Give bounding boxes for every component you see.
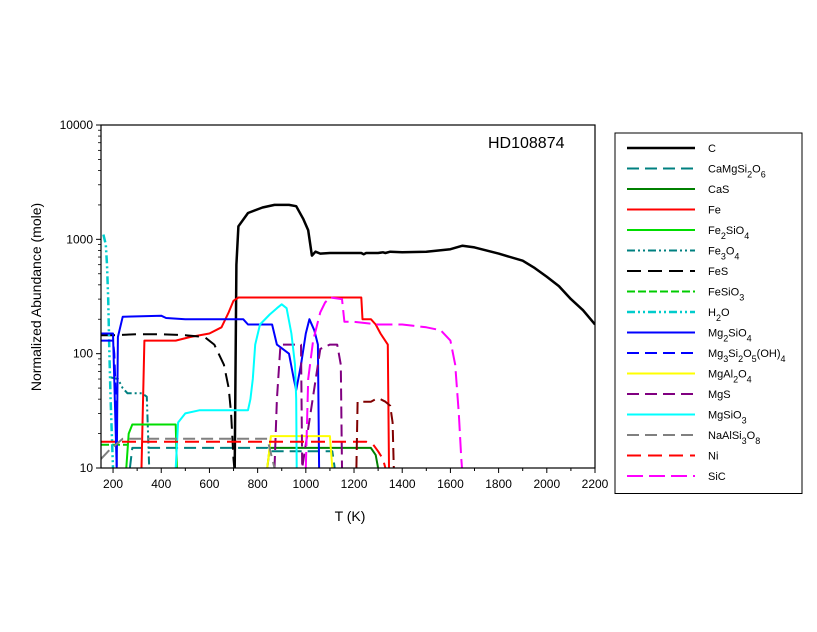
- legend-label: CaMgSi2O6: [708, 164, 766, 180]
- series-line-c: [233, 203, 595, 468]
- y-tick-label: 1000: [66, 232, 93, 246]
- x-tick-label: 1600: [437, 477, 464, 491]
- series-line-h2o: [102, 234, 115, 468]
- legend-label: MgAl2O4: [708, 369, 752, 385]
- legend-label: C: [708, 143, 716, 155]
- series-line-naalsi3o8: [101, 437, 276, 468]
- x-tick-label: 1800: [485, 477, 512, 491]
- x-tick-label: 800: [248, 477, 268, 491]
- legend-label: Fe2SiO4: [708, 225, 749, 241]
- legend-label: CaS: [708, 184, 729, 196]
- legend-label: Fe3O4: [708, 246, 739, 262]
- series-line-ni: [101, 440, 387, 468]
- series-line-camgsi2o6: [128, 446, 336, 468]
- chart-annotation: HD108874: [488, 135, 565, 152]
- legend-label: H2O: [708, 307, 730, 323]
- series-line-fes: [101, 333, 236, 468]
- x-tick-label: 1200: [341, 477, 368, 491]
- series-line-fes-2nd-phase-: [355, 398, 395, 468]
- series-line-mg3si2o5-oh-4: [101, 339, 118, 468]
- series-line-mgal2o4: [266, 435, 334, 468]
- axis-layer: 200 400 600 800 1000 1200 1400 1600 1800 2000 2200…: [60, 118, 609, 491]
- x-tick-label: 400: [151, 477, 171, 491]
- legend-label: Mg3Si2O5(OH)4: [708, 348, 786, 364]
- series-layer: [101, 203, 595, 468]
- series-line-mgsio3: [174, 303, 298, 468]
- series-line-mgs: [273, 343, 343, 468]
- legend-label: Ni: [708, 451, 718, 463]
- x-tick-label: 600: [199, 477, 219, 491]
- x-axis-title: T (K): [335, 508, 366, 524]
- series-line-cas: [266, 446, 380, 468]
- x-tick-label: 2200: [582, 477, 609, 491]
- legend-label: FeS: [708, 266, 728, 278]
- series-line-fe2sio4: [125, 423, 178, 468]
- legend-label: Mg2SiO4: [708, 328, 752, 344]
- x-tick-label: 1400: [389, 477, 416, 491]
- y-tick-label: 10000: [60, 118, 94, 132]
- x-tick-label: 1000: [292, 477, 319, 491]
- plot-frame: [100, 124, 596, 469]
- legend-label: SiC: [708, 471, 726, 483]
- series-line-sic: [304, 296, 463, 468]
- legend-label: FeSiO3: [708, 287, 744, 303]
- series-line-fe: [140, 296, 390, 468]
- y-axis-title: Normalized Abundance (mole): [28, 203, 44, 391]
- legend-box: [614, 132, 803, 494]
- y-tick-label: 10: [80, 461, 94, 475]
- x-tick-label: 2000: [533, 477, 560, 491]
- legend-label: NaAlSi3O8: [708, 430, 760, 446]
- x-tick-label: 200: [103, 477, 123, 491]
- legend-label: Fe: [708, 205, 721, 217]
- legend: C CaMgSi2O6 CaS Fe Fe2SiO4 Fe3O4 FeS FeSiO3 H2O M…: [614, 132, 803, 494]
- legend-label: MgS: [708, 389, 731, 401]
- series-line-mg2sio4: [101, 314, 321, 468]
- legend-label: MgSiO3: [708, 410, 747, 426]
- y-tick-label: 100: [73, 347, 93, 361]
